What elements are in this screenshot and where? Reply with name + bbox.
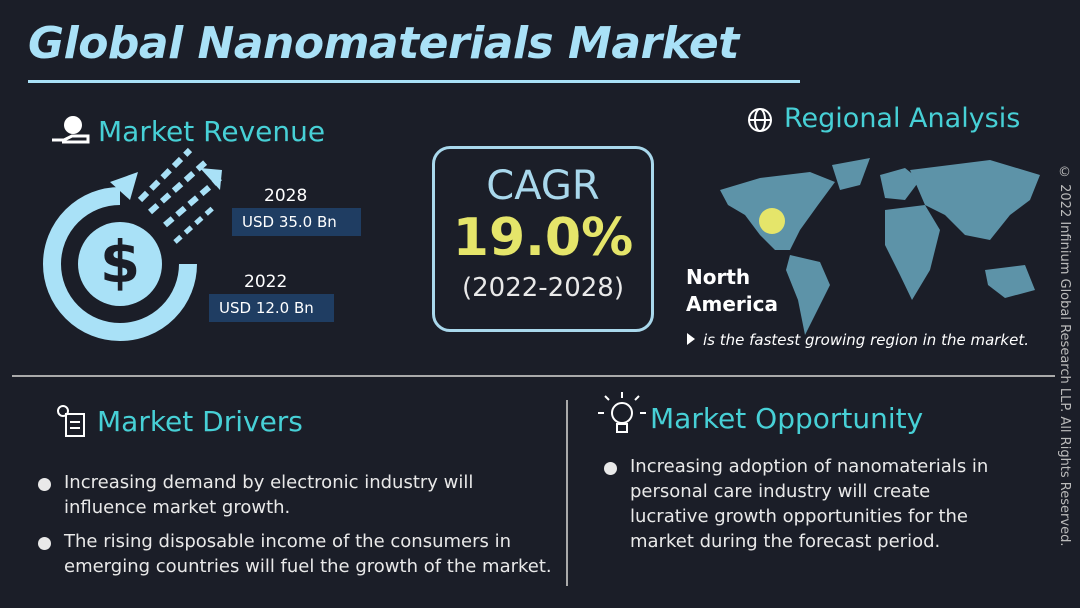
revenue-value: USD 12.0 Bn: [209, 294, 334, 322]
title: Global Nanomaterials Market: [28, 18, 739, 69]
region-name: North America: [686, 265, 778, 316]
bulb-icon: [598, 392, 646, 433]
arrow-icon: [687, 333, 695, 345]
drivers-icon: [57, 405, 85, 437]
title-rule: [28, 80, 800, 83]
section-heading: Market Revenue: [98, 115, 326, 148]
bullet: The rising disposable income of the cons…: [38, 529, 564, 579]
cagr-box: CAGR 19.0% (2022-2028): [432, 146, 654, 332]
bullet: Increasing demand by electronic industry…: [38, 470, 514, 520]
revenue-value: USD 35.0 Bn: [232, 208, 361, 236]
cagr-value: 19.0%: [452, 208, 634, 268]
year: 2028: [264, 186, 308, 206]
section-heading: Regional Analysis: [784, 103, 1021, 134]
copyright: © 2022 Infinium Global Research LLP. All…: [1057, 165, 1072, 547]
section-heading: Market Opportunity: [650, 402, 924, 435]
cagr-period: (2022-2028): [461, 273, 624, 303]
region-note: is the fastest growing region in the mar…: [703, 331, 1029, 349]
bullet: Increasing adoption of nanomaterials in …: [604, 454, 1005, 554]
money-hand-icon: [52, 116, 90, 144]
cagr-label: CAGR: [486, 163, 600, 209]
region-marker: [759, 208, 785, 234]
year: 2022: [244, 272, 288, 292]
section-heading: Market Drivers: [97, 405, 303, 438]
globe-icon: [748, 108, 772, 132]
svg-text:$: $: [100, 228, 140, 296]
revenue-icon: $: [43, 147, 222, 341]
